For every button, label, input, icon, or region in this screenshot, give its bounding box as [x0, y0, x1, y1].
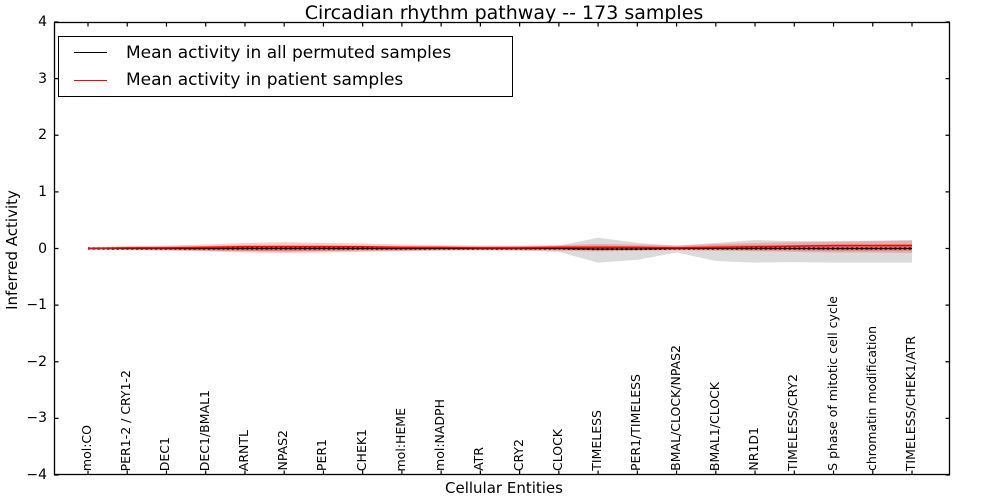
permuted-mean-line-markers — [88, 247, 912, 251]
x-tick-label: CHEK1 — [353, 428, 369, 471]
y-tick-label: 0 — [38, 240, 47, 257]
x-tick-label: BMAL/CLOCK/NPAS2 — [667, 345, 683, 471]
x-tick-label: TIMELESS/CRY2 — [785, 373, 801, 471]
patient-std-band-outer — [88, 240, 912, 254]
x-tick-label: PER1/TIMELESS — [628, 373, 644, 471]
x-tick-label: DEC1/BMAL1 — [196, 389, 212, 471]
y-tick-label: 3 — [38, 70, 47, 87]
x-tick-label: mol:CO — [79, 424, 94, 471]
x-tick-label: CRY2 — [510, 438, 526, 471]
y-tick-label: 4 — [38, 14, 47, 30]
patient-line-swatch — [74, 79, 107, 81]
x-tick-label: mol:HEME — [392, 407, 408, 472]
x-tick-label: BMAL1/CLOCK — [706, 381, 722, 471]
legend-item-permuted: Mean activity in all permuted samples — [59, 41, 512, 65]
legend-item-patient: Mean activity in patient samples — [59, 68, 512, 92]
x-tick-label: DEC1 — [157, 436, 173, 471]
legend: Mean activity in all permuted samples Me… — [58, 36, 513, 97]
x-tick-label: mol:NADPH — [432, 399, 448, 471]
x-tick-label: PER1-2 / CRY1-2 — [118, 369, 134, 471]
permuted-std-band — [88, 237, 912, 263]
legend-label-permuted: Mean activity in all permuted samples — [126, 42, 452, 63]
chart-title: Circadian rhythm pathway -- 173 samples — [304, 2, 704, 24]
y-tick-label: 1 — [38, 183, 47, 200]
x-tick-label: TIMELESS/CHEK1/ATR — [903, 335, 918, 471]
patient-mean-line — [87, 244, 912, 250]
permuted-line-swatch — [74, 52, 107, 54]
y-tick-label: 2 — [38, 127, 47, 144]
x-tick-label: chromatin modification — [863, 326, 879, 471]
y-tick-label: −1 — [26, 297, 47, 314]
y-tick-label: −4 — [26, 467, 47, 483]
x-axis-label: Cellular Entities — [445, 479, 563, 497]
axis-ticks — [54, 21, 950, 476]
x-tick-label: NPAS2 — [275, 430, 291, 471]
x-tick-label: ATR — [471, 447, 487, 471]
y-tick-label: −3 — [26, 410, 47, 427]
x-tick-label: TIMELESS — [589, 410, 605, 471]
x-tick-label: S phase of mitotic cell cycle — [824, 296, 840, 471]
x-tick-label: NR1D1 — [746, 427, 762, 471]
x-tick-label: PER1 — [314, 438, 330, 471]
y-tick-label: −2 — [26, 353, 47, 370]
legend-label-patient: Mean activity in patient samples — [126, 70, 404, 91]
x-tick-label: CLOCK — [549, 428, 565, 471]
x-tick-label: ARNTL — [235, 429, 251, 471]
